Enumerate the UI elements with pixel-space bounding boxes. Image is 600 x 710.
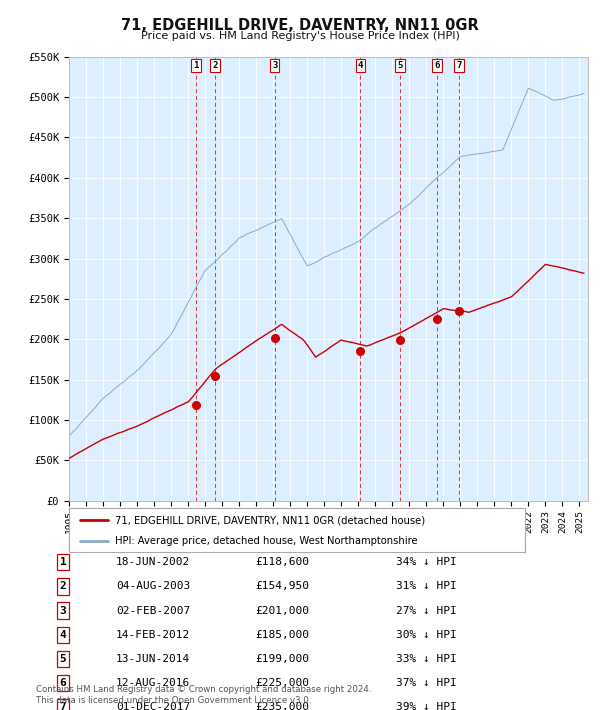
Text: 04-AUG-2003: 04-AUG-2003 [116,581,190,591]
Text: 30% ↓ HPI: 30% ↓ HPI [396,630,457,640]
Text: £154,950: £154,950 [255,581,309,591]
Text: 3: 3 [59,606,67,616]
Text: £199,000: £199,000 [255,654,309,664]
Text: £185,000: £185,000 [255,630,309,640]
Text: 1: 1 [193,61,199,70]
Text: 18-JUN-2002: 18-JUN-2002 [116,557,190,567]
Text: 6: 6 [434,61,440,70]
Text: 34% ↓ HPI: 34% ↓ HPI [396,557,457,567]
Text: 5: 5 [59,654,67,664]
Text: 27% ↓ HPI: 27% ↓ HPI [396,606,457,616]
Text: £235,000: £235,000 [255,702,309,710]
Text: 71, EDGEHILL DRIVE, DAVENTRY, NN11 0GR: 71, EDGEHILL DRIVE, DAVENTRY, NN11 0GR [121,18,479,33]
Text: 7: 7 [457,61,462,70]
Text: £118,600: £118,600 [255,557,309,567]
Text: 5: 5 [397,61,403,70]
Text: 37% ↓ HPI: 37% ↓ HPI [396,678,457,688]
Text: 6: 6 [59,678,67,688]
Text: 3: 3 [272,61,277,70]
Text: 13-JUN-2014: 13-JUN-2014 [116,654,190,664]
Text: £201,000: £201,000 [255,606,309,616]
Text: 2: 2 [59,581,67,591]
Text: 14-FEB-2012: 14-FEB-2012 [116,630,190,640]
Text: 4: 4 [358,61,363,70]
Text: £225,000: £225,000 [255,678,309,688]
Text: Price paid vs. HM Land Registry's House Price Index (HPI): Price paid vs. HM Land Registry's House … [140,31,460,40]
Text: 01-DEC-2017: 01-DEC-2017 [116,702,190,710]
Text: Contains HM Land Registry data © Crown copyright and database right 2024.: Contains HM Land Registry data © Crown c… [36,685,371,694]
Text: 71, EDGEHILL DRIVE, DAVENTRY, NN11 0GR (detached house): 71, EDGEHILL DRIVE, DAVENTRY, NN11 0GR (… [115,515,425,525]
Text: 7: 7 [59,702,67,710]
Text: HPI: Average price, detached house, West Northamptonshire: HPI: Average price, detached house, West… [115,536,417,546]
Text: 33% ↓ HPI: 33% ↓ HPI [396,654,457,664]
Text: 4: 4 [59,630,67,640]
Text: 31% ↓ HPI: 31% ↓ HPI [396,581,457,591]
Text: 12-AUG-2016: 12-AUG-2016 [116,678,190,688]
Text: 2: 2 [212,61,218,70]
Text: 39% ↓ HPI: 39% ↓ HPI [396,702,457,710]
Text: 02-FEB-2007: 02-FEB-2007 [116,606,190,616]
Text: 1: 1 [59,557,67,567]
Text: This data is licensed under the Open Government Licence v3.0.: This data is licensed under the Open Gov… [36,696,311,705]
